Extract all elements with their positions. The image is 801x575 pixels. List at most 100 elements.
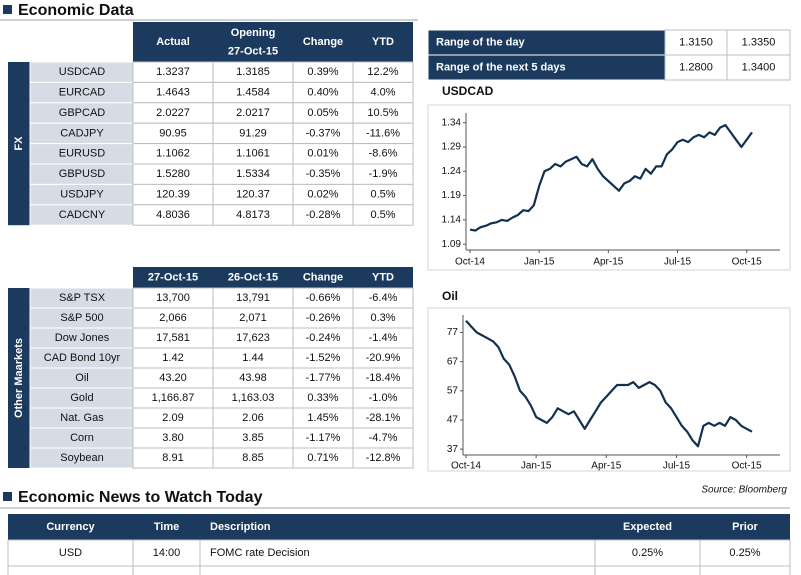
row-label: Gold: [70, 392, 93, 404]
column-header: Actual: [156, 36, 190, 48]
cell-value: 0.01%: [307, 148, 338, 160]
x-tick-label: Jan-15: [524, 257, 555, 268]
cell-value: -1.17%: [306, 432, 341, 444]
table-header: [133, 267, 413, 288]
price-line: [465, 320, 753, 448]
range-value: 1.3350: [742, 36, 776, 48]
news-value: 14:00: [153, 547, 181, 559]
x-tick-label: Apr-15: [591, 461, 621, 472]
news-column-header: Currency: [46, 521, 95, 533]
cell-value: 120.39: [156, 189, 190, 201]
cell-value: 1.45%: [307, 412, 338, 424]
range-label: Range of the next 5 days: [436, 61, 566, 73]
row-label: CAD Bond 10yr: [44, 352, 121, 364]
cell-value: 1,163.03: [232, 392, 275, 404]
y-tick-label: 37: [447, 444, 459, 455]
range-cell: [726, 54, 791, 81]
cell-value: 0.40%: [307, 87, 338, 99]
cell-value: -0.26%: [306, 312, 341, 324]
cell-value: -28.1%: [366, 412, 401, 424]
cell-value: 12.2%: [367, 66, 398, 78]
y-tick-label: 1.19: [442, 190, 462, 201]
cell-value: 4.0%: [370, 87, 395, 99]
cell-value: 1.1062: [156, 148, 190, 160]
y-tick-label: 67: [447, 356, 459, 367]
cell-value: 17,581: [156, 332, 190, 344]
range-cell: [664, 54, 728, 81]
cell-value: 13,791: [236, 292, 270, 304]
side-label: Other Maarkets: [13, 338, 25, 418]
column-header: Opening: [231, 27, 276, 39]
cell-value: -1.9%: [369, 168, 398, 180]
y-tick-label: 57: [447, 385, 459, 396]
cell-value: 2.09: [162, 412, 183, 424]
side-label-cell: [8, 288, 30, 468]
table-cell: [352, 447, 414, 469]
cell-value: -0.37%: [306, 127, 341, 139]
cell-value: 43.20: [159, 372, 187, 384]
news-cell: [132, 539, 201, 567]
row-label: CADJPY: [60, 127, 104, 139]
column-header: Change: [303, 36, 343, 48]
cell-value: 8.85: [242, 452, 263, 464]
cell-value: 2,071: [239, 312, 267, 324]
row-label: Dow Jones: [55, 332, 110, 344]
range-value: 1.3400: [742, 61, 776, 73]
row-label: Corn: [70, 432, 94, 444]
row-label: Soybean: [60, 452, 103, 464]
cell-value: 2.0217: [236, 107, 270, 119]
y-tick-label: 1.09: [442, 239, 462, 250]
cell-value: 0.5%: [370, 209, 395, 221]
chart-frame: [427, 104, 791, 271]
cell-value: 4.8173: [236, 209, 270, 221]
price-line: [469, 124, 753, 232]
cell-value: 3.80: [162, 432, 183, 444]
cell-value: 1,166.87: [152, 392, 195, 404]
cell-value: -0.35%: [306, 168, 341, 180]
cell-value: 1.3185: [236, 66, 270, 78]
news-column-header: Description: [210, 521, 271, 533]
cell-value: 2.06: [242, 412, 263, 424]
y-tick-label: 47: [447, 415, 459, 426]
x-tick-label: Apr-15: [593, 257, 623, 268]
news-cell: [199, 565, 596, 575]
cell-value: -18.4%: [366, 372, 401, 384]
news-cell: [594, 565, 701, 575]
table-header: [133, 22, 413, 62]
cell-value: -6.4%: [369, 292, 398, 304]
x-tick-label: Jul-15: [663, 461, 691, 472]
cell-value: -11.6%: [366, 127, 400, 139]
y-tick-label: 1.14: [442, 215, 462, 226]
cell-value: 10.5%: [367, 107, 398, 119]
news-cell: [699, 565, 791, 575]
cell-value: 17,623: [236, 332, 270, 344]
cell-value: 1.44: [242, 352, 263, 364]
news-value: USD: [59, 547, 82, 559]
row-label: CADCNY: [59, 209, 106, 221]
range-value: 1.2800: [679, 61, 713, 73]
row-label: USDJPY: [60, 189, 104, 201]
row-label: EURCAD: [59, 87, 106, 99]
range-cell: [726, 29, 791, 56]
cell-value: 0.33%: [307, 392, 338, 404]
cell-value: 2.0227: [156, 107, 190, 119]
cell-value: 0.71%: [307, 452, 338, 464]
cell-value: 13,700: [156, 292, 190, 304]
cell-value: 0.02%: [307, 189, 338, 201]
news-value: 0.25%: [632, 547, 663, 559]
cell-value: -1.0%: [369, 392, 398, 404]
news-title: Economic News to Watch Today: [18, 489, 263, 506]
side-label: FX: [13, 136, 25, 151]
range-value: 1.3150: [679, 36, 713, 48]
cell-value: 2,066: [159, 312, 187, 324]
column-header: 27-Oct-15: [228, 46, 278, 58]
x-tick-label: Oct-14: [455, 257, 485, 268]
cell-value: 4.8036: [156, 209, 190, 221]
column-header: 26-Oct-15: [228, 271, 278, 283]
x-tick-label: Jul-15: [664, 257, 692, 268]
y-tick-label: 1.34: [442, 117, 462, 128]
source-note: Source: Bloomberg: [701, 485, 787, 496]
cell-value: 1.42: [162, 352, 183, 364]
cell-value: 120.37: [236, 189, 270, 201]
column-header: Change: [303, 271, 343, 283]
